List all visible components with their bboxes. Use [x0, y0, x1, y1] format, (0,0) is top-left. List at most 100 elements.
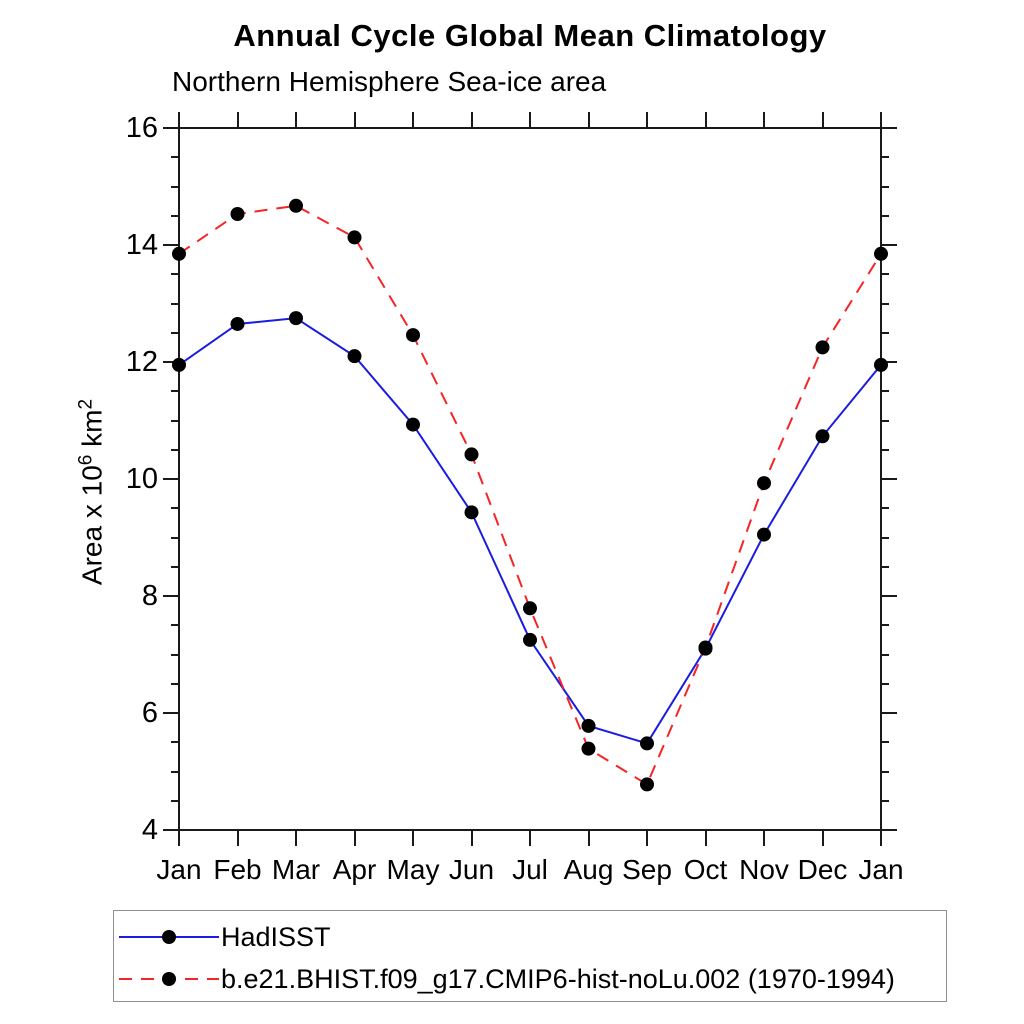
- y-minor-tick-right: [881, 507, 889, 510]
- x-tick-label: Oct: [683, 854, 728, 885]
- x-tick-label: Jan: [156, 854, 202, 885]
- x-major-tick-bottom: [470, 830, 473, 846]
- legend-entry-label: b.e21.BHIST.f09_g17.CMIP6-hist-noLu.002 …: [221, 964, 895, 994]
- y-major-tick-left: [163, 361, 179, 363]
- x-major-tick-bottom: [529, 830, 531, 846]
- x-major-tick-top: [178, 112, 180, 128]
- x-tick-label: Nov: [739, 854, 789, 885]
- x-major-tick-bottom: [178, 830, 180, 846]
- y-minor-tick-left: [171, 214, 179, 217]
- y-minor-tick-right: [881, 331, 889, 334]
- y-minor-tick-left: [171, 185, 179, 188]
- chart-subtitle: Northern Hemisphere Sea-ice area: [172, 66, 607, 97]
- y-minor-tick-right: [881, 565, 889, 568]
- y-minor-tick-left: [171, 770, 179, 773]
- y-tick-label: 10: [125, 463, 158, 495]
- y-minor-tick-right: [881, 770, 889, 773]
- y-major-tick-left: [163, 712, 179, 714]
- y-tick-label: 12: [125, 346, 158, 378]
- y-tick-label: 14: [125, 229, 158, 261]
- y-minor-tick-left: [171, 273, 179, 276]
- y-minor-tick-left: [171, 156, 179, 159]
- legend-marker-dot: [162, 930, 176, 944]
- x-major-tick-top: [587, 112, 590, 128]
- y-axis-title-unit: km: [76, 409, 108, 455]
- x-major-tick-bottom: [295, 830, 297, 846]
- x-tick-label: May: [386, 854, 440, 885]
- chart-title: Annual Cycle Global Mean Climatology: [233, 18, 827, 53]
- x-major-tick-bottom: [821, 830, 824, 846]
- y-minor-tick-left: [171, 507, 179, 510]
- y-major-tick-right: [881, 595, 897, 597]
- x-major-tick-bottom: [763, 830, 765, 846]
- y-minor-tick-left: [171, 653, 179, 656]
- y-minor-tick-left: [171, 419, 179, 422]
- x-major-tick-top: [646, 112, 648, 128]
- y-minor-tick-left: [171, 741, 179, 744]
- x-major-tick-top: [880, 112, 882, 128]
- y-minor-tick-left: [171, 390, 179, 393]
- y-minor-tick-right: [881, 682, 889, 685]
- x-major-tick-top: [295, 112, 297, 128]
- y-tick-label: 6: [141, 697, 158, 729]
- x-major-tick-top: [470, 112, 473, 128]
- y-minor-tick-left: [171, 799, 179, 802]
- x-major-tick-top: [704, 112, 707, 128]
- y-tick-label: 8: [141, 580, 158, 612]
- y-minor-tick-left: [171, 448, 179, 451]
- x-major-tick-bottom: [646, 830, 648, 846]
- y-minor-tick-left: [171, 331, 179, 334]
- legend-entry-label: HadISST: [221, 922, 331, 952]
- x-major-tick-bottom: [353, 830, 356, 846]
- x-tick-label: Mar: [271, 854, 321, 885]
- y-major-tick-left: [163, 595, 179, 597]
- legend-marker-dot: [162, 972, 176, 986]
- x-tick-label: Feb: [213, 854, 262, 885]
- x-tick-label: Dec: [797, 854, 848, 885]
- x-major-tick-bottom: [880, 830, 882, 846]
- y-major-tick-right: [881, 244, 897, 246]
- y-minor-tick-right: [881, 185, 889, 188]
- legend: HadISST b.e21.BHIST.f09_g17.CMIP6-hist-no…: [113, 910, 947, 1002]
- y-minor-tick-right: [881, 448, 889, 451]
- x-major-tick-top: [236, 112, 239, 128]
- y-minor-tick-right: [881, 741, 889, 744]
- y-major-tick-left: [163, 829, 179, 831]
- y-minor-tick-right: [881, 273, 889, 276]
- y-tick-label: 4: [141, 814, 158, 846]
- y-minor-tick-left: [171, 302, 179, 305]
- y-minor-tick-right: [881, 390, 889, 393]
- y-major-tick-left: [163, 478, 179, 480]
- x-major-tick-top: [821, 112, 824, 128]
- y-major-tick-left: [163, 244, 179, 246]
- y-major-tick-right: [881, 712, 897, 714]
- x-major-tick-bottom: [236, 830, 239, 846]
- y-minor-tick-left: [171, 565, 179, 568]
- y-minor-tick-right: [881, 419, 889, 422]
- y-minor-tick-left: [171, 624, 179, 627]
- y-minor-tick-right: [881, 536, 889, 539]
- y-minor-tick-right: [881, 302, 889, 305]
- x-major-tick-bottom: [704, 830, 707, 846]
- x-tick-label: Jun: [448, 854, 495, 885]
- y-major-tick-right: [881, 478, 897, 480]
- x-major-tick-bottom: [412, 830, 414, 846]
- x-major-tick-top: [529, 112, 531, 128]
- y-major-tick-left: [163, 127, 179, 129]
- y-tick-label: 16: [125, 112, 158, 144]
- x-tick-label: Jan: [858, 854, 904, 885]
- x-major-tick-top: [353, 112, 356, 128]
- y-minor-tick-right: [881, 624, 889, 627]
- y-minor-tick-left: [171, 536, 179, 539]
- y-minor-tick-left: [171, 682, 179, 685]
- plot-area: [178, 127, 882, 831]
- x-tick-label: Apr: [332, 854, 377, 885]
- y-major-tick-right: [881, 127, 897, 129]
- x-major-tick-top: [763, 112, 765, 128]
- x-tick-label: Sep: [622, 854, 672, 885]
- y-major-tick-right: [881, 829, 897, 831]
- y-minor-tick-right: [881, 799, 889, 802]
- x-tick-label: Aug: [563, 854, 614, 885]
- y-minor-tick-right: [881, 653, 889, 656]
- y-major-tick-right: [881, 361, 897, 363]
